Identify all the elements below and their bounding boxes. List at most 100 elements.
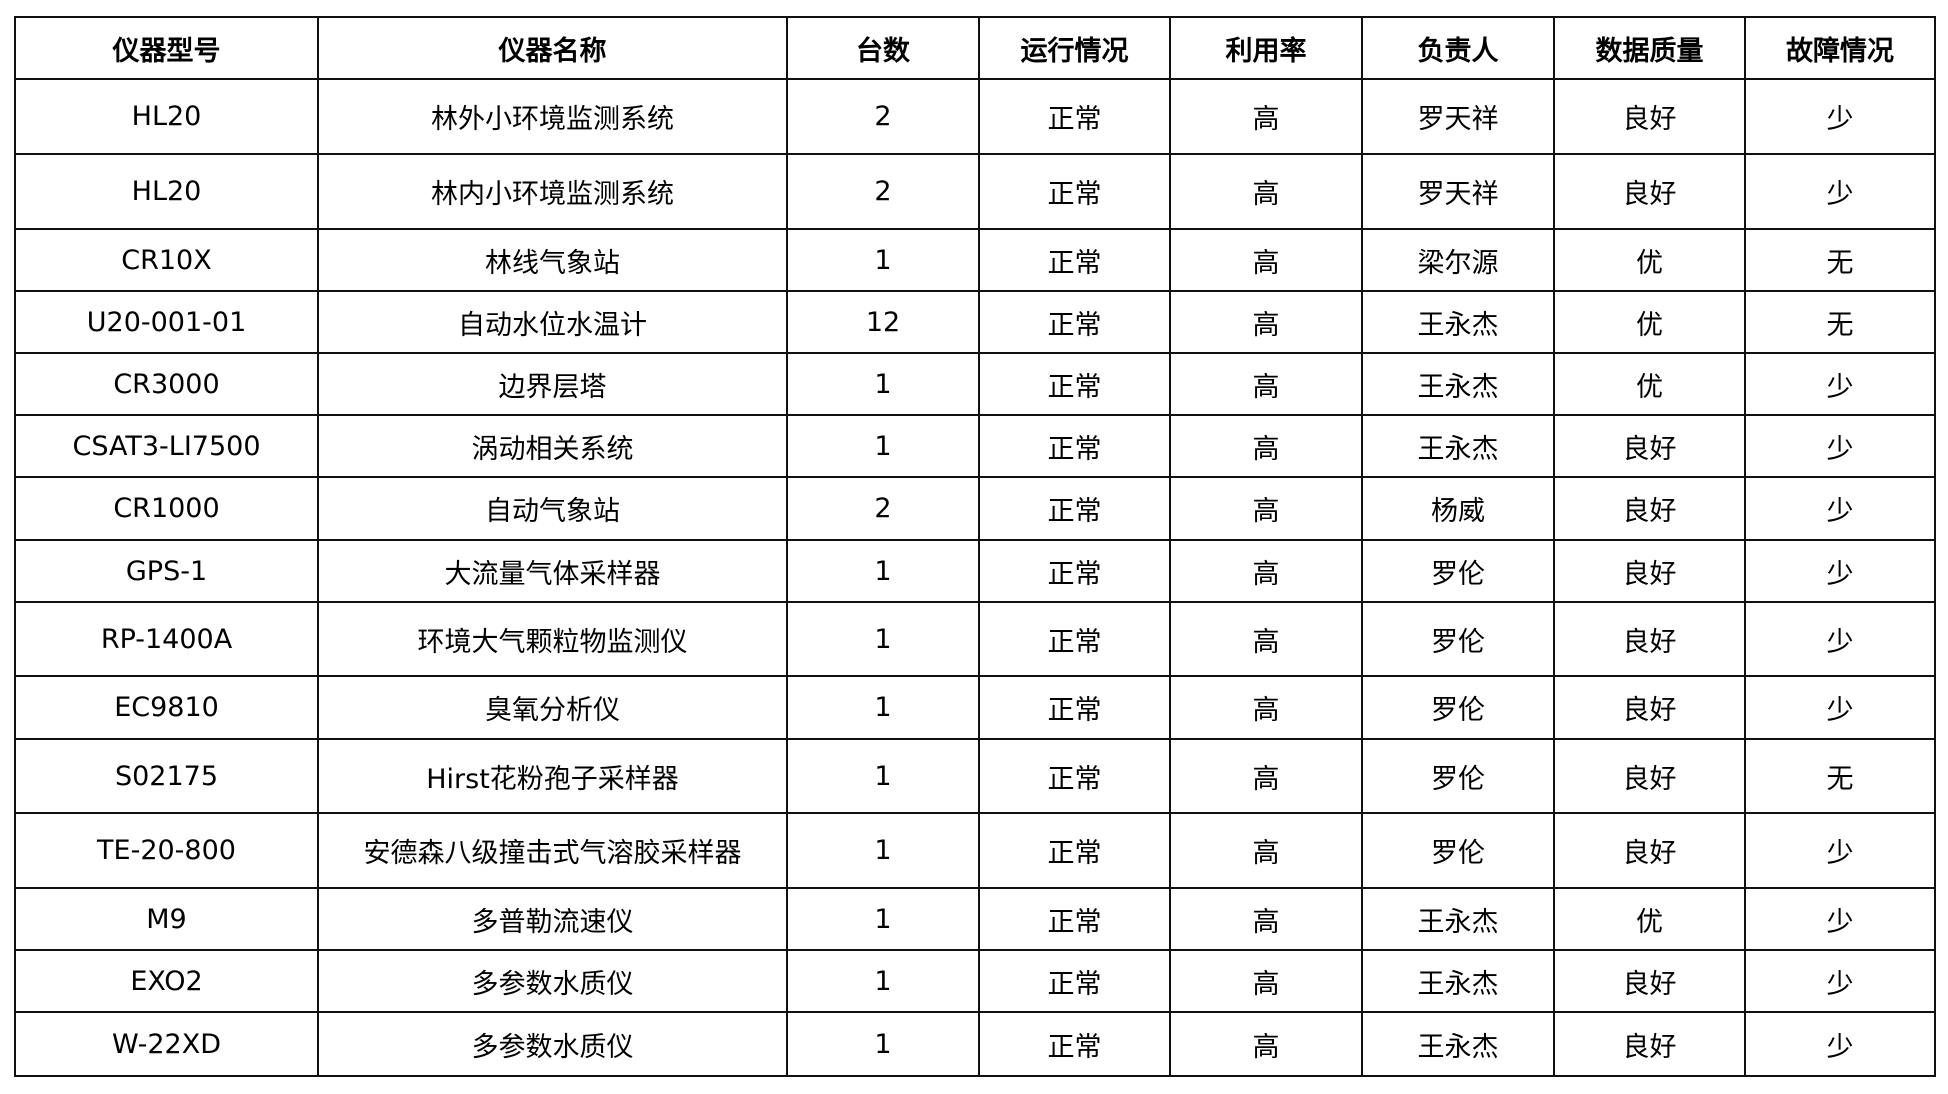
cell-name: 林内小环境监测系统 <box>317 153 788 230</box>
cell-status: 正常 <box>978 414 1171 478</box>
cell-data-quality: 优 <box>1553 352 1746 416</box>
cell-fault: 少 <box>1744 675 1936 740</box>
cell-owner: 王永杰 <box>1361 290 1555 354</box>
cell-model: GPS-1 <box>14 539 319 603</box>
cell-data-quality: 良好 <box>1553 414 1746 478</box>
cell-status: 正常 <box>978 476 1171 541</box>
table-row: RP-1400A 环境大气颗粒物监测仪 1 正常高罗伦 良好少 <box>14 601 1936 677</box>
cell-name: 安德森八级撞击式气溶胶采样器 <box>317 812 788 889</box>
cell-name: 涡动相关系统 <box>317 414 788 478</box>
cell-fault: 少 <box>1744 352 1936 416</box>
cell-data-quality: 优 <box>1553 290 1746 354</box>
cell-owner: 罗伦 <box>1361 812 1555 889</box>
cell-utilization: 高 <box>1169 78 1363 155</box>
cell-name: 多参数水质仪 <box>317 949 788 1013</box>
cell-utilization: 高 <box>1169 476 1363 541</box>
cell-status: 正常 <box>978 153 1171 230</box>
cell-status: 正常 <box>978 539 1171 603</box>
cell-fault: 无 <box>1744 290 1936 354</box>
table-row: TE-20-800 安德森八级撞击式气溶胶采样器 1 正常高罗伦 良好少 <box>14 812 1936 889</box>
cell-fault: 少 <box>1744 539 1936 603</box>
table-row: HL20 林外小环境监测系统 2 正常高罗天祥 良好少 <box>14 78 1936 155</box>
cell-model: CR10X <box>14 228 319 292</box>
cell-name: 自动气象站 <box>317 476 788 541</box>
cell-status: 正常 <box>978 675 1171 740</box>
cell-status: 正常 <box>978 601 1171 677</box>
header-status: 运行情况 <box>978 16 1171 80</box>
cell-data-quality: 良好 <box>1553 949 1746 1013</box>
cell-owner: 杨威 <box>1361 476 1555 541</box>
cell-fault: 少 <box>1744 812 1936 889</box>
cell-count: 2 <box>786 476 980 541</box>
cell-model: HL20 <box>14 153 319 230</box>
cell-model: W-22XD <box>14 1011 319 1077</box>
cell-model: CR1000 <box>14 476 319 541</box>
cell-status: 正常 <box>978 290 1171 354</box>
cell-data-quality: 良好 <box>1553 812 1746 889</box>
table-row: M9 多普勒流速仪 1 正常高王永杰优少 <box>14 887 1936 951</box>
cell-count: 2 <box>786 153 980 230</box>
cell-utilization: 高 <box>1169 675 1363 740</box>
cell-fault: 少 <box>1744 476 1936 541</box>
cell-count: 1 <box>786 539 980 603</box>
cell-name: 大流量气体采样器 <box>317 539 788 603</box>
cell-status: 正常 <box>978 949 1171 1013</box>
cell-name: Hirst花粉孢子采样器 <box>317 738 788 814</box>
cell-model: CR3000 <box>14 352 319 416</box>
cell-utilization: 高 <box>1169 601 1363 677</box>
table-row: CR3000 边界层塔 1 正常高王永杰优少 <box>14 352 1936 416</box>
cell-model: HL20 <box>14 78 319 155</box>
cell-data-quality: 优 <box>1553 228 1746 292</box>
table-row: EXO2 多参数水质仪 1 正常高王永杰 良好少 <box>14 949 1936 1013</box>
cell-owner: 罗伦 <box>1361 539 1555 603</box>
cell-data-quality: 良好 <box>1553 539 1746 603</box>
cell-owner: 王永杰 <box>1361 887 1555 951</box>
cell-utilization: 高 <box>1169 153 1363 230</box>
cell-name: 边界层塔 <box>317 352 788 416</box>
cell-count: 2 <box>786 78 980 155</box>
header-fault: 故障情况 <box>1744 16 1936 80</box>
cell-status: 正常 <box>978 1011 1171 1077</box>
cell-count: 1 <box>786 675 980 740</box>
header-owner: 负责人 <box>1361 16 1555 80</box>
cell-model: EC9810 <box>14 675 319 740</box>
cell-name: 多普勒流速仪 <box>317 887 788 951</box>
table-row: U20-001-01 自动水位水温计 12 正常高王永杰优无 <box>14 290 1936 354</box>
cell-data-quality: 良好 <box>1553 476 1746 541</box>
cell-data-quality: 良好 <box>1553 675 1746 740</box>
cell-utilization: 高 <box>1169 949 1363 1013</box>
cell-data-quality: 良好 <box>1553 738 1746 814</box>
cell-fault: 少 <box>1744 414 1936 478</box>
cell-fault: 少 <box>1744 78 1936 155</box>
cell-status: 正常 <box>978 228 1171 292</box>
cell-fault: 少 <box>1744 601 1936 677</box>
cell-owner: 罗天祥 <box>1361 78 1555 155</box>
cell-fault: 少 <box>1744 1011 1936 1077</box>
cell-count: 12 <box>786 290 980 354</box>
cell-count: 1 <box>786 887 980 951</box>
cell-owner: 罗伦 <box>1361 675 1555 740</box>
cell-owner: 梁尔源 <box>1361 228 1555 292</box>
cell-data-quality: 良好 <box>1553 153 1746 230</box>
cell-utilization: 高 <box>1169 539 1363 603</box>
cell-name: 自动水位水温计 <box>317 290 788 354</box>
cell-name: 环境大气颗粒物监测仪 <box>317 601 788 677</box>
cell-utilization: 高 <box>1169 887 1363 951</box>
cell-count: 1 <box>786 949 980 1013</box>
table-row: CR1000 自动气象站 2 正常高杨威 良好少 <box>14 476 1936 541</box>
cell-fault: 少 <box>1744 153 1936 230</box>
cell-name: 多参数水质仪 <box>317 1011 788 1077</box>
header-data-quality: 数据质量 <box>1553 16 1746 80</box>
cell-count: 1 <box>786 601 980 677</box>
table-row: W-22XD 多参数水质仪 1 正常高王永杰 良好少 <box>14 1011 1936 1077</box>
cell-model: EXO2 <box>14 949 319 1013</box>
cell-owner: 罗天祥 <box>1361 153 1555 230</box>
cell-status: 正常 <box>978 352 1171 416</box>
cell-data-quality: 优 <box>1553 887 1746 951</box>
cell-model: RP-1400A <box>14 601 319 677</box>
cell-model: CSAT3-LI7500 <box>14 414 319 478</box>
cell-status: 正常 <box>978 812 1171 889</box>
table-row: CR10X 林线气象站 1 正常高梁尔源优无 <box>14 228 1936 292</box>
table-row: S02175 Hirst花粉孢子采样器 1 正常高罗伦 良好无 <box>14 738 1936 814</box>
cell-utilization: 高 <box>1169 1011 1363 1077</box>
